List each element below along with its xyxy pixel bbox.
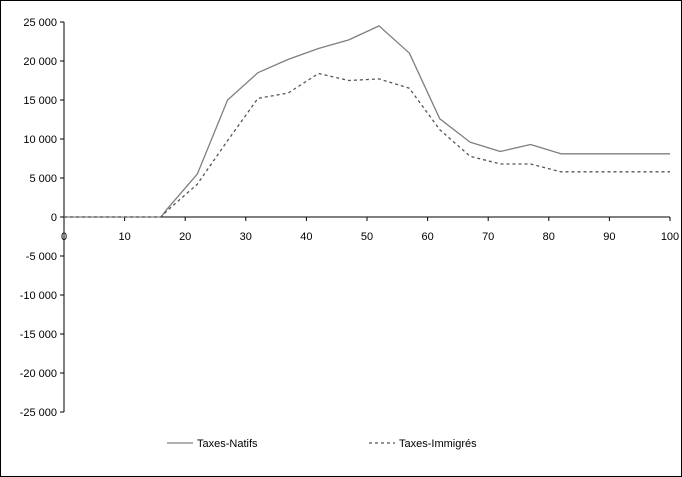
- x-tick-label: 80: [543, 231, 555, 243]
- y-tick-label: 25 000: [23, 17, 57, 29]
- y-tick-label: -5 000: [26, 251, 57, 263]
- x-tick-label: 0: [61, 231, 67, 243]
- x-axis: 0 10 20 30 40 50 60 70 80 90 100: [61, 216, 679, 243]
- series-lines: [64, 25, 670, 218]
- y-tick-label: -20 000: [20, 368, 57, 380]
- y-tick-label: -25 000: [20, 407, 57, 419]
- y-tick-label: -15 000: [20, 329, 57, 341]
- series-line-immigres: [64, 72, 670, 218]
- series-line-natifs: [64, 25, 670, 218]
- x-tick-label: 30: [240, 231, 252, 243]
- y-tick-label: 20 000: [23, 56, 57, 68]
- legend-label-natifs: Taxes-Natifs: [197, 438, 258, 450]
- y-tick-label: 5 000: [29, 173, 57, 185]
- y-tick-label: 10 000: [23, 134, 57, 146]
- y-tick-label: -10 000: [20, 290, 57, 302]
- y-tick-label: 15 000: [23, 95, 57, 107]
- y-tick-label: 0: [51, 212, 57, 224]
- legend: Taxes-Natifs Taxes-Immigrés: [167, 438, 477, 450]
- x-tick-label: 90: [603, 231, 615, 243]
- x-tick-label: 70: [482, 231, 494, 243]
- x-tick-label: 10: [118, 231, 130, 243]
- x-tick-label: 20: [179, 231, 191, 243]
- x-tick-label: 60: [421, 231, 433, 243]
- x-tick-label: 100: [661, 231, 679, 243]
- x-tick-label: 50: [361, 231, 373, 243]
- y-axis: 25 000 20 000 15 000 10 000 5 000 0 -5 000 -10 …: [20, 17, 65, 419]
- x-tick-label: 40: [300, 231, 312, 243]
- legend-label-immigres: Taxes-Immigrés: [399, 438, 477, 450]
